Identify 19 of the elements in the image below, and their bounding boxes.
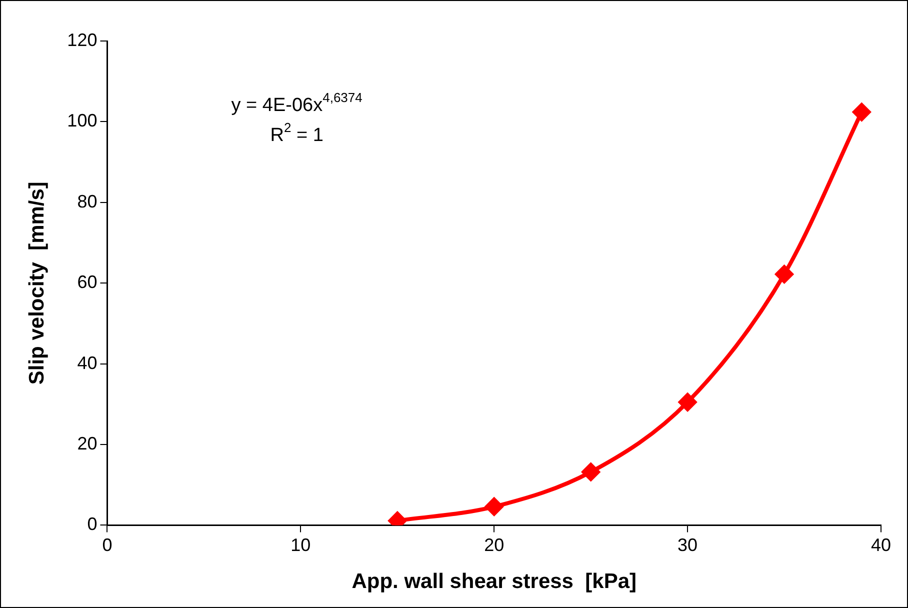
x-tick-label: 0 [102,534,112,555]
x-tick-label: 20 [484,534,504,555]
y-axis-title: Slip velocity [mm/s] [25,182,48,385]
x-tick-label: 40 [870,534,892,555]
y-tick-label: 120 [67,30,98,50]
x-axis-title: App. wall shear stress [kPa] [352,570,637,594]
y-tick-label: 80 [77,191,98,212]
point [852,103,871,122]
point [678,393,697,412]
y-tick-label: 0 [87,514,98,534]
x-tick-label: 30 [678,534,698,555]
y-tick-label: 60 [77,272,98,292]
point [775,265,794,284]
x-tick-label: 10 [290,534,311,555]
y-tick-label: 100 [67,110,98,131]
point [582,462,600,481]
point [485,498,504,516]
y-tick-label: 20 [77,433,98,454]
y-tick-label: 40 [77,352,98,373]
